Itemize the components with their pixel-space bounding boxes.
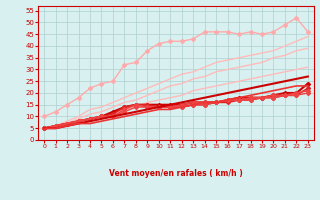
X-axis label: Vent moyen/en rafales ( km/h ): Vent moyen/en rafales ( km/h ) [109,169,243,178]
